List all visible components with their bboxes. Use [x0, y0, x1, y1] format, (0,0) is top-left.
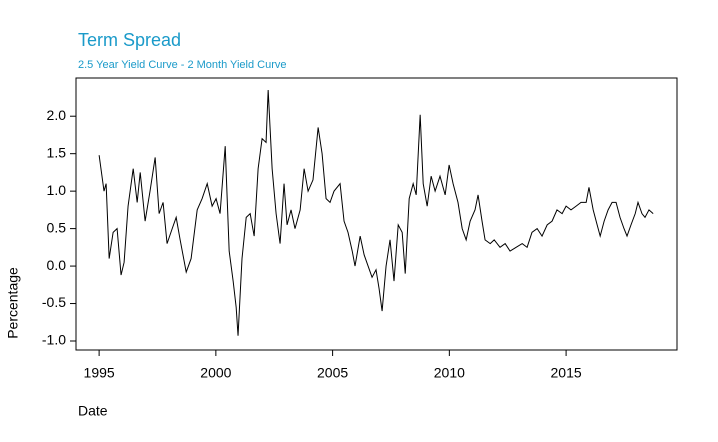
x-tick-label: 2000	[200, 365, 231, 381]
plot-frame	[75, 77, 678, 351]
y-tick-label: 0.0	[47, 257, 67, 273]
x-tick-label: 2010	[434, 365, 465, 381]
chart-subtitle: 2.5 Year Yield Curve - 2 Month Yield Cur…	[78, 59, 287, 71]
chart-title: Term Spread	[78, 30, 181, 50]
y-axis-label: Percentage	[5, 267, 21, 339]
y-tick-label: 0.5	[47, 219, 67, 235]
y-tick-label: 2.0	[47, 107, 67, 123]
y-tick-label: 1.0	[47, 182, 67, 198]
y-tick-label: -0.5	[42, 294, 66, 310]
x-axis-label: Date	[78, 403, 108, 419]
x-tick-label: 1995	[84, 365, 115, 381]
x-tick-label: 2015	[551, 365, 582, 381]
x-tick-label: 2005	[317, 365, 348, 381]
y-tick-label: -1.0	[42, 332, 66, 348]
y-tick-label: 1.5	[47, 144, 67, 160]
series-line	[98, 89, 654, 336]
